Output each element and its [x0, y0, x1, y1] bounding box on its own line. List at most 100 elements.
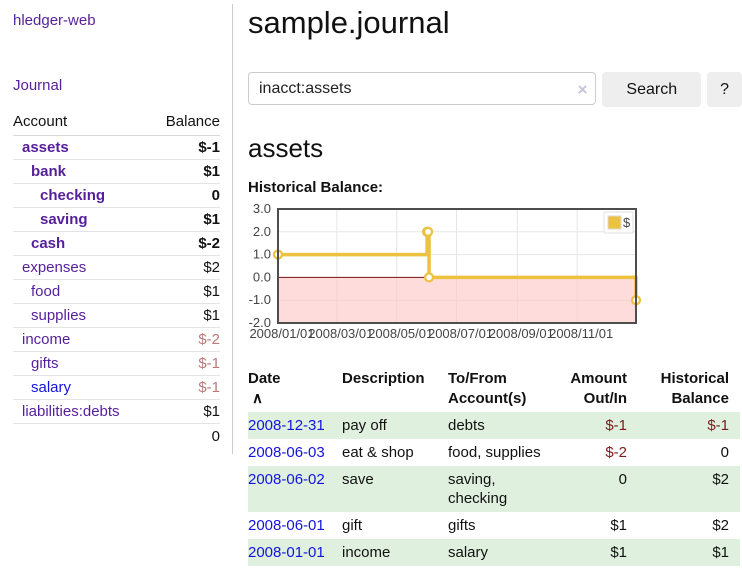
account-row: checking 0	[13, 183, 220, 208]
y-tick-label: 1.0	[253, 247, 271, 262]
search-box: ×	[248, 72, 597, 107]
account-balance: $2	[150, 255, 220, 280]
transaction-balance: $-1	[707, 417, 729, 434]
transaction-description: eat & shop	[342, 444, 414, 461]
transaction-amount: 0	[618, 471, 627, 488]
historical-balance-chart[interactable]: $3.0 2.0 1.0 0.0 -1.0 -2.0 2008/01/01 2008/03/0…	[248, 201, 742, 341]
register-table: Date ∧ Description To/From Account(s) Amou…	[248, 369, 740, 566]
account-balance: $1	[150, 159, 220, 184]
transaction-balance: 0	[720, 444, 729, 461]
plot-border	[277, 208, 637, 324]
account-row: salary $-1	[13, 375, 220, 400]
account-link[interactable]: gifts	[31, 355, 59, 372]
register-col-date[interactable]: Date ∧	[248, 369, 342, 412]
register-row: 2008-06-01 gift gifts $1 $2	[248, 512, 740, 539]
y-tick-label: -2.0	[249, 315, 271, 330]
account-link[interactable]: food	[31, 283, 61, 300]
account-row: assets $-1	[13, 135, 220, 160]
transaction-accounts: gifts	[448, 517, 476, 534]
transaction-accounts: saving, checking	[448, 471, 508, 507]
transaction-date-link[interactable]: 2008-06-01	[248, 517, 325, 534]
y-tick-label: 2.0	[253, 224, 271, 239]
transaction-amount: $1	[610, 544, 627, 561]
transaction-description: save	[342, 471, 374, 488]
transaction-accounts: salary	[448, 544, 489, 561]
register-col-accounts: To/From Account(s)	[448, 370, 527, 407]
account-link[interactable]: supplies	[31, 307, 87, 324]
x-tick-label: 2008/03/01	[308, 326, 373, 341]
account-link[interactable]: income	[22, 331, 71, 348]
chart-title: Historical Balance:	[248, 179, 384, 196]
y-tick-label: -1.0	[249, 292, 271, 307]
transaction-description: gift	[342, 517, 363, 534]
transaction-amount: $1	[610, 517, 627, 534]
account-link[interactable]: saving	[40, 211, 88, 228]
account-balance: $1	[150, 207, 220, 232]
account-row: saving $1	[13, 207, 220, 232]
sort-ascending-icon[interactable]: ∧	[252, 390, 263, 407]
x-tick-label: 2008/07/01	[428, 326, 493, 341]
transaction-date-link[interactable]: 2008-06-02	[248, 471, 325, 488]
x-tick-label: 2008/11/01	[549, 326, 613, 341]
account-row: cash $-2	[13, 231, 220, 256]
data-point	[422, 226, 434, 237]
search-help-button[interactable]: ?	[707, 72, 742, 107]
transaction-date-link[interactable]: 2008-01-01	[248, 544, 325, 561]
account-balance: $-2	[150, 231, 220, 256]
clear-search-icon[interactable]: ×	[577, 79, 588, 99]
main-panel: sample.journal × Search ? assets Histori…	[248, 4, 742, 566]
app-brand-link[interactable]: hledger-web	[13, 12, 96, 29]
register-row: 2008-06-03 eat & shop food, supplies $-2…	[248, 439, 740, 466]
search-form: × Search ?	[248, 72, 742, 107]
account-link[interactable]: salary	[31, 379, 72, 396]
account-link[interactable]: assets	[22, 139, 69, 156]
transaction-amount: $-2	[605, 444, 627, 461]
accounts-total-balance: 0	[150, 423, 220, 449]
transaction-balance: $1	[712, 544, 729, 561]
negative-region	[278, 277, 636, 323]
account-balance: 0	[150, 183, 220, 208]
x-tick-label: 2008/05/01	[368, 326, 433, 341]
account-balance: $-1	[150, 135, 220, 160]
account-balance: $-2	[150, 327, 220, 352]
y-tick-label: 3.0	[253, 201, 271, 216]
account-row: expenses $2	[13, 255, 220, 280]
sidebar: hledger-web Journal Account Balance asse…	[0, 4, 233, 454]
account-row: supplies $1	[13, 303, 220, 328]
transaction-description: income	[342, 544, 391, 561]
account-balance: $1	[150, 399, 220, 424]
account-link[interactable]: cash	[31, 235, 66, 252]
account-row: food $1	[13, 279, 220, 304]
accounts-total-row: 0	[13, 423, 220, 449]
account-row: gifts $-1	[13, 351, 220, 376]
search-input[interactable]	[248, 72, 597, 105]
nav-journal-link[interactable]: Journal	[13, 77, 63, 94]
account-link[interactable]: bank	[31, 163, 67, 180]
x-tick-label: 2008/09/01	[489, 326, 554, 341]
account-balance: $1	[150, 279, 220, 304]
transaction-balance: $2	[712, 517, 729, 534]
y-tick-label: 0.0	[253, 269, 271, 284]
account-row: income $-2	[13, 327, 220, 352]
register-header-row: Date ∧ Description To/From Account(s) Amou…	[248, 369, 740, 412]
transaction-date-link[interactable]: 2008-12-31	[248, 417, 325, 434]
legend-label: $	[623, 215, 631, 230]
transaction-amount: $-1	[605, 417, 627, 434]
transaction-description: pay off	[342, 417, 387, 434]
transaction-date-link[interactable]: 2008-06-03	[248, 444, 325, 461]
register-col-amount: Amount Out/In	[570, 370, 627, 407]
page-title: sample.journal	[248, 5, 450, 40]
account-link[interactable]: liabilities:debts	[22, 403, 120, 420]
data-point	[423, 272, 435, 283]
legend-color-swatch	[607, 215, 622, 230]
accounts-header-row: Account Balance	[13, 110, 220, 136]
register-col-description: Description	[342, 370, 425, 387]
accounts-col-balance: Balance	[150, 110, 220, 136]
accounts-total-spacer	[13, 423, 151, 449]
account-link[interactable]: checking	[40, 187, 106, 204]
search-button[interactable]: Search	[602, 72, 702, 107]
x-tick-label: 2008/01/01	[249, 326, 314, 341]
transaction-accounts: food, supplies	[448, 444, 541, 461]
register-row: 2008-01-01 income salary $1 $1	[248, 539, 740, 566]
account-link[interactable]: expenses	[22, 259, 87, 276]
